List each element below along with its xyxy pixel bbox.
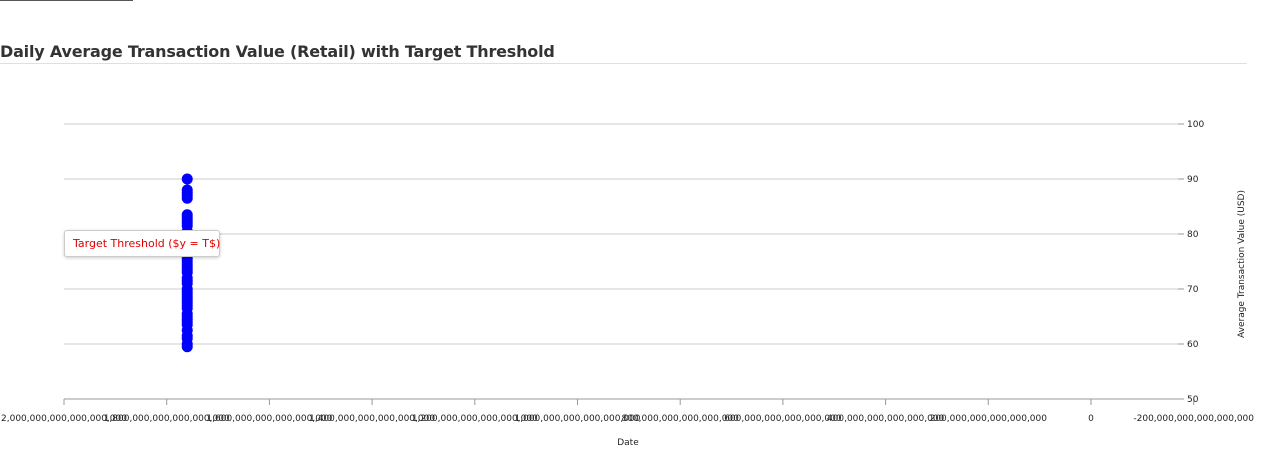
y-tick-label: 100: [1187, 120, 1204, 130]
data-point: [181, 192, 193, 204]
y-tick-label: 80: [1187, 230, 1199, 240]
y-axis-label: Average Transaction Value (USD): [1237, 190, 1247, 338]
x-tick-label: 0: [1088, 414, 1094, 424]
x-tick-label: 2,000,000,000,000,000,000: [1, 414, 127, 424]
data-point: [181, 173, 193, 185]
target-threshold-annotation: Target Threshold ($y = T$): [64, 230, 220, 257]
grid-lines: [64, 123, 1178, 400]
x-tick-label: 1,400,000,000,000,000,000: [309, 414, 435, 424]
title-divider: [0, 63, 1247, 64]
x-axis: 2,000,000,000,000,000,0001,800,000,000,0…: [1, 399, 1254, 424]
x-axis-label: Date: [617, 438, 639, 448]
y-tick-label: 50: [1187, 395, 1199, 405]
x-tick-label: 800,000,000,000,000,000: [622, 414, 740, 424]
x-tick-label: 600,000,000,000,000,000: [724, 414, 842, 424]
x-tick-label: 1,200,000,000,000,000,000: [412, 414, 538, 424]
x-tick-label: 1,000,000,000,000,000,000: [515, 414, 641, 424]
y-axis: 50 60 70 80 90 100: [1178, 120, 1204, 405]
x-tick-label: -200,000,000,000,000,000: [1133, 414, 1254, 424]
top-rule: [0, 0, 133, 1]
data-point: [181, 341, 193, 353]
x-tick-label: 1,800,000,000,000,000,000: [104, 414, 230, 424]
chart-title: Daily Average Transaction Value (Retail)…: [0, 42, 555, 61]
x-tick-label: 1,600,000,000,000,000,000: [206, 414, 332, 424]
y-tick-label: 60: [1187, 340, 1199, 350]
x-tick-label: 400,000,000,000,000,000: [827, 414, 945, 424]
y-tick-label: 70: [1187, 285, 1199, 295]
data-points: [181, 173, 193, 353]
x-tick-label: 200,000,000,000,000,000: [930, 414, 1048, 424]
y-tick-label: 90: [1187, 175, 1199, 185]
annotation-text: Target Threshold ($y = T$): [73, 237, 221, 250]
